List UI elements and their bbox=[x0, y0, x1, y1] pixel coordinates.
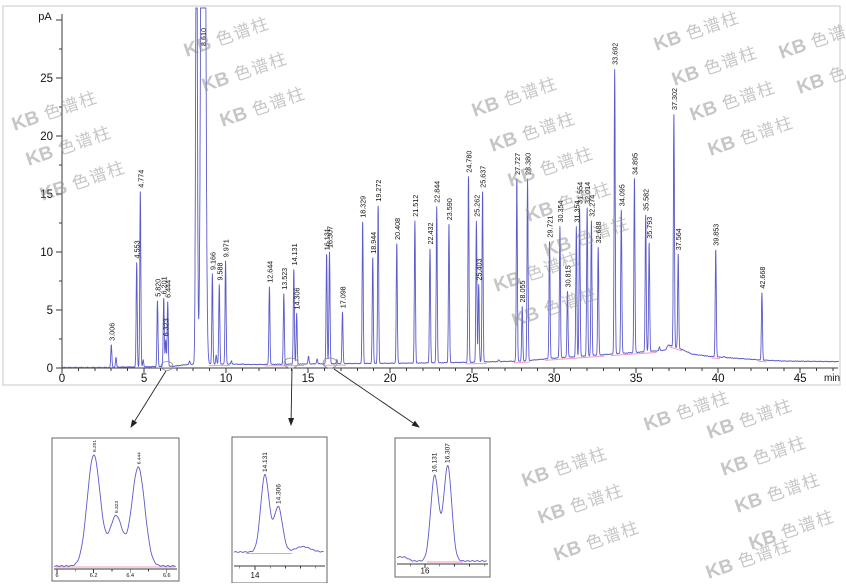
inset-x-tick-label: 6.6 bbox=[163, 573, 171, 579]
peak-label: 22.844 bbox=[433, 181, 442, 203]
peak-label: 34.895 bbox=[630, 153, 639, 175]
peak-label: 9.971 bbox=[222, 239, 231, 257]
x-tick-label: 0 bbox=[59, 373, 65, 385]
inset-peak-label: 6.444 bbox=[136, 452, 142, 464]
x-tick-label: 35 bbox=[630, 373, 643, 385]
peak-label: 18.944 bbox=[369, 232, 378, 254]
y-axis-unit: pA bbox=[38, 11, 52, 23]
y-tick-label: 5 bbox=[47, 305, 53, 317]
x-tick-label: 25 bbox=[466, 373, 479, 385]
peak-label: 4.774 bbox=[136, 170, 145, 188]
inset-peak-label: 14.306 bbox=[275, 484, 282, 504]
x-tick-label: 45 bbox=[794, 373, 807, 385]
peak-label: 35.582 bbox=[642, 189, 651, 211]
peak-label: 28.055 bbox=[518, 281, 527, 303]
peak-label: 29.721 bbox=[546, 216, 555, 238]
peak-label: 32.688 bbox=[594, 221, 603, 243]
peak-label: 35.793 bbox=[645, 217, 654, 239]
peak-label: 33.692 bbox=[611, 43, 620, 65]
inset-peak-label: 16.307 bbox=[445, 443, 452, 463]
peak-label: 20.408 bbox=[393, 218, 402, 240]
inset-x-tick-label: 6.2 bbox=[90, 573, 98, 579]
peak-label: 12.644 bbox=[265, 261, 274, 283]
inset-peak-label: 6.201 bbox=[92, 440, 98, 452]
x-tick-label: 10 bbox=[220, 373, 233, 385]
x-tick-label: 5 bbox=[141, 373, 147, 385]
y-tick-label: 25 bbox=[40, 73, 53, 85]
y-tick-label: 10 bbox=[40, 247, 53, 259]
peak-label: 30.815 bbox=[564, 265, 573, 287]
peak-label: 17.098 bbox=[339, 286, 348, 308]
peak-label: 28.380 bbox=[524, 153, 533, 175]
peak-label: 25.637 bbox=[479, 166, 488, 188]
y-tick-label: 20 bbox=[40, 131, 53, 143]
peak-label: 37.564 bbox=[674, 228, 683, 250]
x-tick-label: 40 bbox=[712, 373, 725, 385]
peak-label: 30.354 bbox=[556, 201, 565, 223]
peak-label: 25.262 bbox=[472, 195, 481, 217]
main-chart: 0 5 10 15 20 25 pA 0 5 10 15 20 25 30 35 40 45 min 3.006 4.… bbox=[3, 6, 840, 385]
peak-label: 3.006 bbox=[107, 323, 116, 341]
inset-panel-inset-14min: 14 14.131 14.306 bbox=[232, 437, 327, 583]
y-tick-label: 0 bbox=[47, 363, 53, 375]
inset-peak-label: 14.131 bbox=[262, 452, 269, 472]
peak-label: 32.274 bbox=[587, 195, 596, 217]
peak-label: 13.523 bbox=[280, 268, 289, 290]
inset-x-tick-label: 14 bbox=[251, 571, 260, 580]
peak-label: 34.095 bbox=[617, 184, 626, 206]
peak-label: 21.512 bbox=[411, 195, 420, 217]
chart-frame bbox=[3, 6, 840, 385]
peak-label: 14.306 bbox=[293, 288, 302, 310]
inset-x-tick-label: 16 bbox=[421, 567, 430, 576]
x-tick-label: 15 bbox=[302, 373, 315, 385]
integration-baseline bbox=[712, 358, 720, 359]
peak-label: 6.323 bbox=[162, 318, 171, 336]
peak-label: 4.553 bbox=[133, 240, 142, 258]
peak-label: 24.780 bbox=[465, 151, 474, 173]
peak-label: 22.432 bbox=[426, 223, 435, 245]
peak-label: 19.272 bbox=[374, 180, 383, 202]
inset-peak-label: 16.131 bbox=[432, 452, 439, 472]
inset-x-tick-label: 6.4 bbox=[126, 573, 134, 579]
y-tick-label: 15 bbox=[40, 189, 53, 201]
peak-label: 6.444 bbox=[164, 280, 173, 298]
inset-peak-label: 6.323 bbox=[114, 501, 120, 513]
inset-x-tick-label: 6 bbox=[55, 573, 58, 579]
peak-label: 25.403 bbox=[475, 259, 484, 281]
peak-label: 37.302 bbox=[670, 88, 679, 110]
x-tick-label: 20 bbox=[384, 373, 397, 385]
peak-label: 14.131 bbox=[290, 243, 299, 265]
inset-panel-inset-6min: 6 6.2 6.4 6.6 6.201 6.323 6.444 bbox=[52, 438, 179, 581]
peak-label: 8.610 bbox=[199, 28, 208, 46]
peak-label: 23.590 bbox=[445, 198, 454, 220]
inset-panel-inset-16min: 16 16.131 16.307 bbox=[395, 438, 490, 577]
peak-label: 27.727 bbox=[513, 153, 522, 175]
peak-label: 9.588 bbox=[215, 263, 224, 281]
x-tick-label: 30 bbox=[548, 373, 561, 385]
peak-label: 39.853 bbox=[712, 224, 721, 246]
peak-label: 16.307 bbox=[326, 226, 335, 248]
x-axis-unit: min bbox=[824, 373, 840, 384]
peak-label: 18.329 bbox=[359, 196, 368, 218]
peak-label: 42.668 bbox=[758, 267, 767, 289]
